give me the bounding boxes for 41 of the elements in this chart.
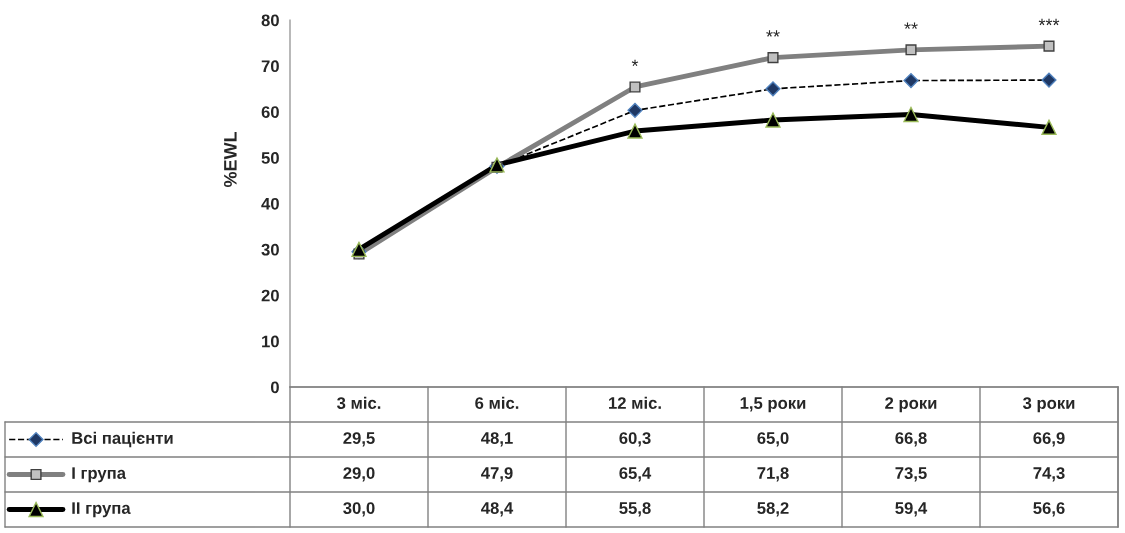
data-label: 73,5 — [895, 467, 927, 482]
data-label: 58,2 — [757, 502, 789, 517]
x-tick-label: 6 міс. — [475, 396, 519, 409]
data-label: 65,4 — [619, 467, 652, 482]
data-label: 48,4 — [481, 502, 514, 517]
data-label: 60,3 — [619, 432, 651, 447]
data-label: 74,3 — [1033, 467, 1065, 482]
annotation: ** — [766, 30, 780, 37]
y-tick-label: 70 — [261, 60, 279, 73]
annotation: ** — [904, 22, 918, 29]
x-tick-label: 12 міс. — [609, 396, 661, 409]
x-tick-label: 1,5 роки — [740, 397, 806, 413]
x-tick-label: 3 міс. — [337, 396, 381, 409]
legend-label: І група — [72, 467, 127, 483]
x-tick-label: 3 роки — [1022, 397, 1075, 413]
y-tick-label: 80 — [261, 14, 279, 27]
x-tick-label: 2 роки — [885, 397, 937, 413]
y-tick-label: 10 — [262, 335, 279, 348]
data-label: 29,0 — [343, 467, 375, 482]
y-tick-label: 20 — [261, 289, 279, 302]
data-label: 47,9 — [481, 467, 513, 482]
data-label: 48,1 — [481, 432, 513, 447]
data-label: 71,8 — [757, 467, 789, 482]
y-tick-label: 0 — [270, 381, 279, 394]
annotation: *** — [1038, 18, 1060, 26]
data-label: 66,8 — [895, 432, 927, 447]
data-label: 30,0 — [343, 502, 375, 517]
data-label: 65,0 — [757, 432, 789, 447]
y-tick-label: 30 — [261, 243, 279, 256]
legend-label: Всі пацієнти — [72, 431, 173, 448]
y-axis-title: %EWL — [224, 131, 237, 188]
annotation: * — [631, 59, 639, 67]
y-tick-label: 40 — [261, 197, 279, 210]
data-label: 59,4 — [895, 502, 928, 517]
data-label: 56,6 — [1033, 502, 1065, 517]
data-label: 66,9 — [1033, 432, 1065, 447]
y-tick-label: 60 — [261, 106, 279, 118]
y-tick-label: 50 — [261, 152, 279, 164]
data-label: 55,8 — [619, 502, 651, 517]
data-label: 29,5 — [343, 432, 375, 447]
legend-label: ІІ група — [72, 502, 131, 518]
